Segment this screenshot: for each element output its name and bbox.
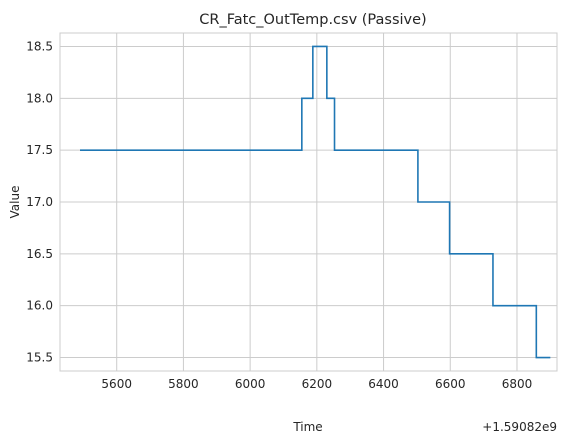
y-tick-label: 17.0 bbox=[26, 195, 53, 209]
x-axis-offset-label: +1.59082e9 bbox=[482, 420, 557, 434]
x-tick-label: 6000 bbox=[235, 377, 266, 391]
chart-title: CR_Fatc_OutTemp.csv (Passive) bbox=[199, 12, 426, 28]
y-axis-ticks: 15.5 16.0 16.5 17.0 17.5 18.0 18.5 bbox=[26, 39, 53, 364]
y-tick-label: 18.0 bbox=[26, 91, 53, 105]
x-tick-label: 6200 bbox=[302, 377, 333, 391]
series-line-0 bbox=[80, 45, 551, 359]
series-group bbox=[80, 45, 551, 359]
y-axis-label: Value bbox=[8, 186, 22, 219]
plot-frame bbox=[59, 32, 558, 372]
x-tick-label: 6800 bbox=[502, 377, 533, 391]
x-tick-label: 6400 bbox=[368, 377, 399, 391]
x-axis-ticks: 5600 5800 6000 6200 6400 6600 6800 bbox=[101, 377, 532, 391]
x-tick-label: 5800 bbox=[168, 377, 199, 391]
y-tick-label: 18.5 bbox=[26, 39, 53, 53]
x-tick-label: 5600 bbox=[101, 377, 132, 391]
grid bbox=[60, 33, 557, 371]
x-axis-label: Time bbox=[292, 420, 322, 434]
y-tick-label: 17.5 bbox=[26, 143, 53, 157]
y-tick-label: 16.5 bbox=[26, 247, 53, 261]
y-tick-label: 16.0 bbox=[26, 299, 53, 313]
x-tick-label: 6600 bbox=[435, 377, 466, 391]
y-tick-label: 15.5 bbox=[26, 351, 53, 365]
